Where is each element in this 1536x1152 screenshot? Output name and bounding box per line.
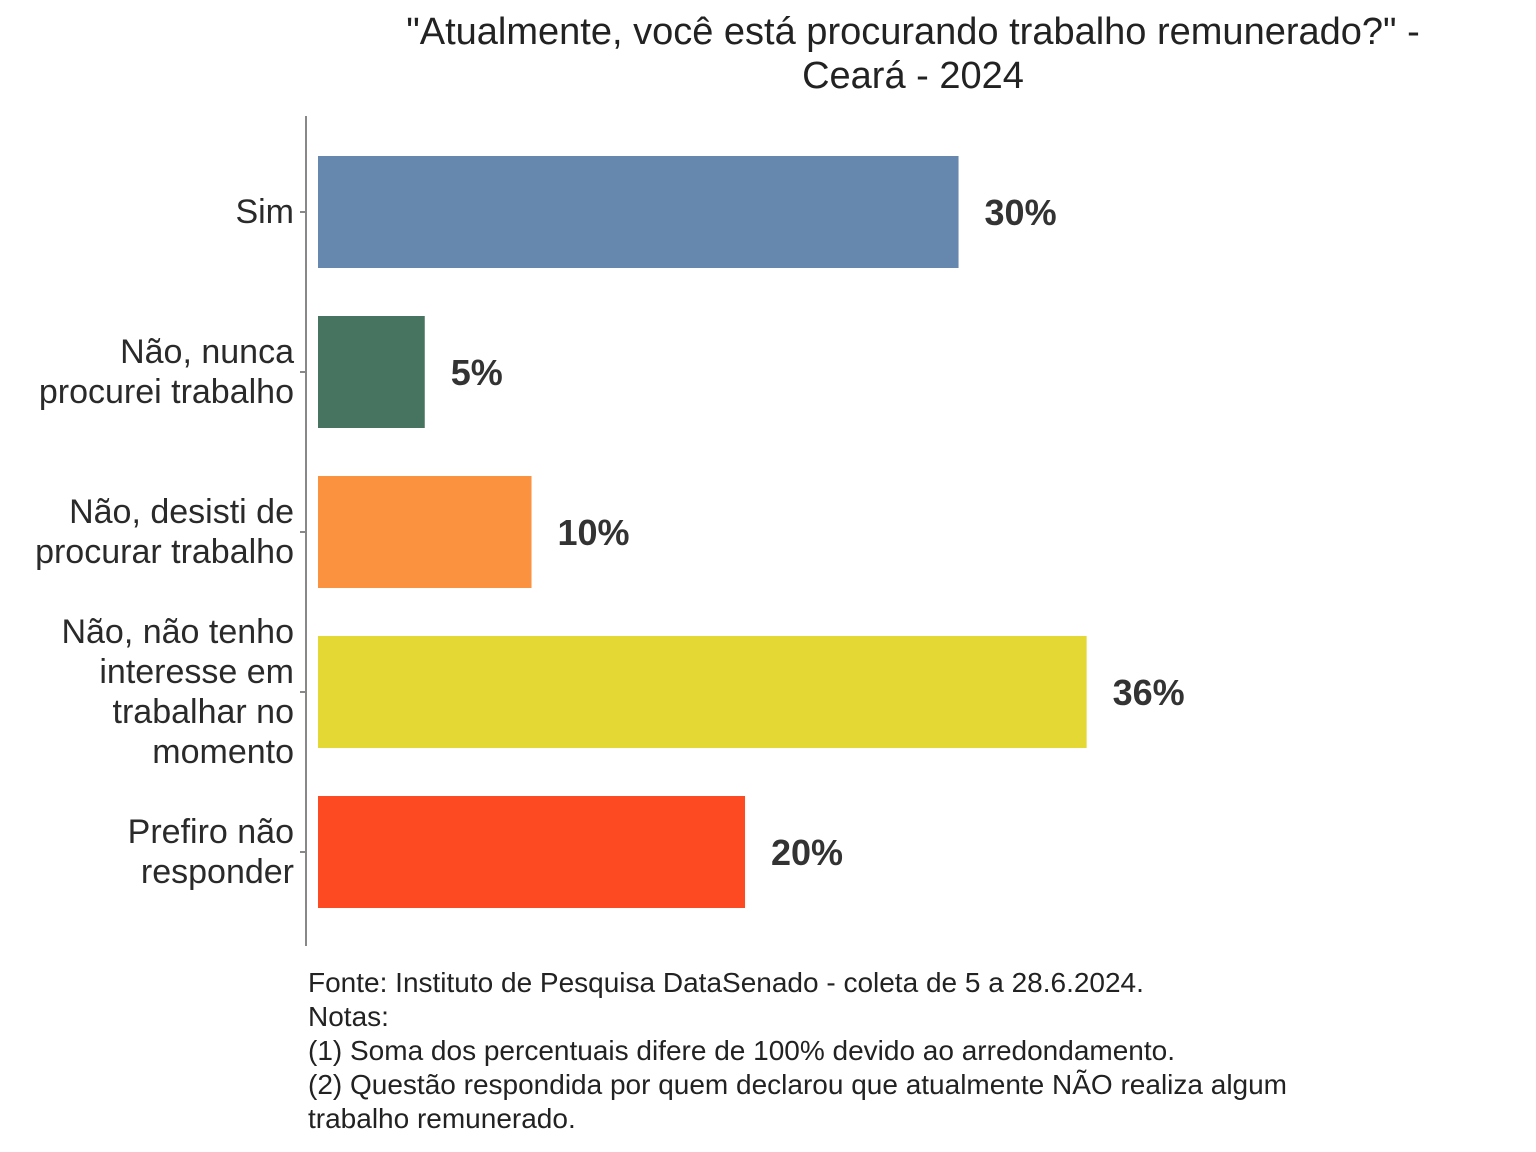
category-label: Prefiro não responder: [128, 812, 294, 892]
data-label: 30%: [985, 192, 1057, 233]
category-label-line: interesse em: [99, 653, 294, 691]
footnote-note-2: (2) Questão respondida por quem declarou…: [308, 1069, 1288, 1100]
category-label-line: procurar trabalho: [35, 533, 294, 571]
category-label-line: Prefiro não: [127, 813, 294, 851]
category-label-line: responder: [140, 853, 294, 891]
chart-title: "Atualmente, você está procurando trabal…: [300, 10, 1526, 98]
bar-chart: 30% 5% 10% 36% 20%: [300, 116, 1185, 946]
category-label-line: Não, não tenho: [61, 613, 294, 651]
category-label: Não, não tenho interesse em trabalhar no mo…: [61, 612, 294, 772]
footnote-note-2-continued: trabalho remunerado.: [308, 1103, 576, 1134]
category-label-line: momento: [152, 733, 294, 771]
category-label-line: trabalhar no: [112, 693, 294, 731]
category-label: Sim: [235, 192, 294, 232]
bar: [318, 796, 746, 908]
footnote-notes-heading: Notas:: [308, 1001, 389, 1032]
footnote-note-1: (1) Soma dos percentuais difere de 100% …: [308, 1035, 1175, 1066]
data-label: 36%: [1113, 672, 1185, 713]
category-label-line: procurei trabalho: [38, 373, 294, 411]
category-label: Não, nunca procurei trabalho: [39, 332, 294, 412]
bar: [318, 156, 959, 268]
category-label-line: Sim: [235, 193, 294, 231]
category-label: Não, desisti de procurar trabalho: [35, 492, 294, 572]
bar: [318, 476, 532, 588]
category-label-line: Não, nunca: [120, 333, 294, 371]
data-label: 20%: [771, 832, 843, 873]
data-label: 10%: [558, 512, 630, 553]
category-label-line: Não, desisti de: [69, 493, 294, 531]
footnote-source: Fonte: Instituto de Pesquisa DataSenado …: [308, 967, 1144, 998]
bar: [318, 316, 425, 428]
bar: [318, 636, 1087, 748]
data-label: 5%: [451, 352, 503, 393]
chart-footnote: Fonte: Instituto de Pesquisa DataSenado …: [308, 966, 1508, 1136]
chart-title-line-1: "Atualmente, você está procurando trabal…: [406, 11, 1420, 53]
chart-title-line-2: Ceará - 2024: [802, 55, 1024, 97]
